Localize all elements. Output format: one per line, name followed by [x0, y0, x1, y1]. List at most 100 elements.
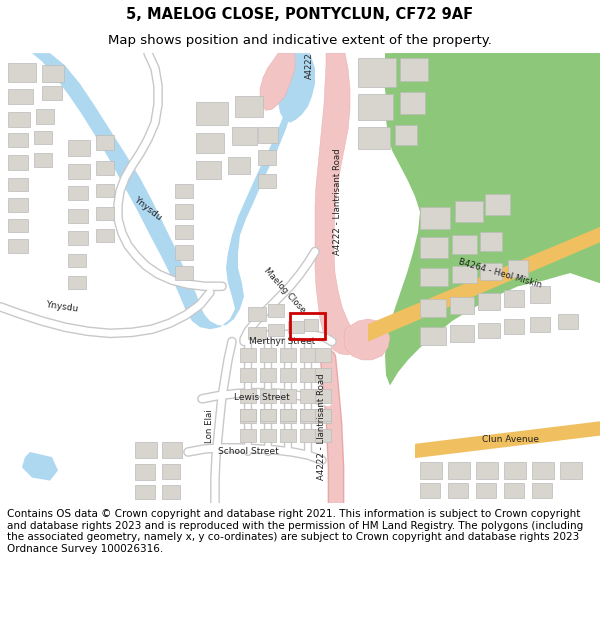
Bar [420, 206, 450, 229]
Bar [68, 276, 86, 289]
Bar [480, 262, 502, 280]
Bar [68, 209, 88, 223]
Bar [480, 232, 502, 251]
Bar [315, 389, 331, 403]
Bar [68, 164, 90, 179]
Bar [8, 112, 30, 127]
Text: Map shows position and indicative extent of the property.: Map shows position and indicative extent… [108, 34, 492, 47]
Bar [8, 89, 33, 104]
Polygon shape [385, 53, 600, 386]
Bar [300, 409, 316, 423]
Bar [280, 429, 296, 442]
Bar [162, 442, 182, 458]
Bar [135, 442, 157, 458]
Polygon shape [22, 452, 58, 481]
Bar [358, 94, 393, 119]
Bar [315, 409, 331, 423]
Bar [420, 299, 446, 317]
Text: A4222 - Llantrisant Road: A4222 - Llantrisant Road [334, 148, 343, 255]
Bar [175, 225, 193, 239]
Bar [258, 127, 278, 143]
Text: 5, MAELOG CLOSE, PONTYCLUN, CF72 9AF: 5, MAELOG CLOSE, PONTYCLUN, CF72 9AF [127, 8, 473, 22]
Bar [420, 268, 448, 286]
Bar [260, 429, 276, 442]
Bar [258, 174, 276, 188]
Bar [288, 321, 304, 333]
Text: Ynysdu: Ynysdu [45, 300, 79, 314]
Bar [34, 131, 52, 144]
Bar [280, 368, 296, 382]
Bar [485, 194, 510, 215]
Bar [280, 409, 296, 423]
Bar [504, 482, 524, 498]
Bar [452, 235, 477, 254]
Bar [248, 328, 266, 339]
Bar [420, 462, 442, 479]
Bar [280, 389, 296, 403]
Polygon shape [368, 227, 600, 341]
Bar [96, 135, 114, 150]
Bar [452, 266, 477, 283]
Bar [315, 429, 331, 442]
Bar [240, 409, 256, 423]
Bar [504, 319, 524, 334]
Bar [260, 368, 276, 382]
Bar [260, 409, 276, 423]
Bar [8, 156, 28, 170]
Bar [508, 260, 528, 277]
Bar [420, 328, 446, 344]
Bar [240, 429, 256, 442]
Bar [162, 464, 180, 479]
Bar [96, 161, 114, 175]
Bar [395, 125, 417, 145]
Bar [248, 307, 266, 321]
Bar [162, 485, 180, 499]
Bar [300, 368, 316, 382]
Bar [315, 348, 331, 362]
Bar [8, 63, 36, 82]
Bar [196, 102, 228, 125]
Bar [450, 325, 474, 341]
Bar [532, 482, 552, 498]
Text: Contains OS data © Crown copyright and database right 2021. This information is : Contains OS data © Crown copyright and d… [7, 509, 583, 554]
Bar [240, 409, 256, 421]
Polygon shape [344, 319, 390, 360]
Bar [8, 133, 28, 148]
Bar [196, 161, 221, 179]
Bar [260, 348, 276, 362]
Bar [175, 184, 193, 198]
Bar [135, 464, 155, 479]
Bar [240, 368, 256, 382]
Bar [358, 58, 396, 87]
Bar [290, 313, 325, 339]
Bar [68, 231, 88, 246]
Bar [280, 409, 296, 421]
Bar [478, 323, 500, 339]
Bar [558, 314, 578, 329]
Bar [36, 109, 54, 124]
Bar [96, 229, 114, 242]
Bar [8, 239, 28, 252]
Bar [560, 462, 582, 479]
Bar [300, 409, 316, 421]
Bar [504, 291, 524, 307]
Text: A4222 - Llantrisant Road: A4222 - Llantrisant Road [317, 373, 326, 480]
Bar [235, 96, 263, 116]
Bar [8, 219, 28, 232]
Bar [420, 238, 448, 258]
Bar [300, 348, 316, 362]
Bar [504, 462, 526, 479]
Text: Lon Elai: Lon Elai [205, 409, 215, 443]
Bar [96, 206, 114, 220]
Text: Clun Avenue: Clun Avenue [482, 435, 539, 444]
Bar [448, 462, 470, 479]
Bar [8, 178, 28, 191]
Bar [42, 86, 62, 100]
Bar [96, 184, 114, 198]
Text: Merthyr Street: Merthyr Street [249, 337, 315, 346]
Bar [228, 158, 250, 174]
Bar [530, 286, 550, 302]
Polygon shape [315, 53, 358, 355]
Text: School Street: School Street [218, 448, 278, 456]
Bar [135, 485, 155, 499]
